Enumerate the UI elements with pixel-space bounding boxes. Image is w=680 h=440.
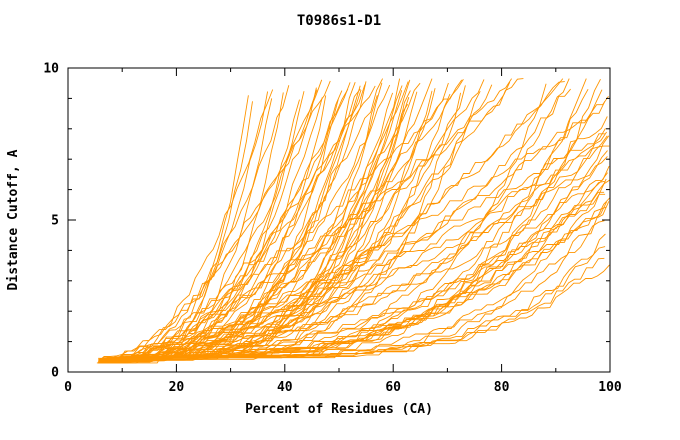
model-curve (109, 103, 409, 364)
model-curve (106, 156, 608, 358)
x-tick-label: 0 (64, 380, 72, 395)
model-curve (105, 89, 274, 363)
model-curve (108, 82, 449, 364)
model-curve (115, 133, 605, 364)
model-curve (99, 82, 351, 364)
y-tick-label: 5 (51, 214, 59, 229)
model-curve (110, 90, 481, 362)
model-curve (104, 88, 361, 364)
x-tick-label: 60 (385, 380, 401, 395)
model-curve (111, 99, 339, 364)
axis-ticks (67, 67, 611, 373)
model-curve (109, 78, 564, 364)
tick-labels: 0 20 40 60 80 100 0 5 10 (43, 62, 622, 396)
x-tick-label: 20 (169, 380, 185, 395)
model-curve (104, 246, 606, 364)
x-tick-label: 100 (598, 380, 622, 395)
model-curve (112, 78, 524, 364)
model-curve (98, 95, 327, 363)
x-axis-label: Percent of Residues (CA) (245, 402, 433, 417)
model-curve (104, 78, 433, 362)
y-tick-label: 10 (43, 62, 59, 77)
model-curve (102, 78, 384, 364)
x-tick-label: 80 (494, 380, 510, 395)
model-curve (102, 89, 318, 359)
model-curve (99, 88, 571, 360)
model-curve (101, 79, 323, 364)
x-tick-label: 40 (277, 380, 293, 395)
chart-title: T0986s1-D1 (297, 13, 381, 29)
y-tick-label: 0 (51, 366, 59, 381)
model-curve (98, 84, 493, 364)
model-curve (106, 116, 608, 363)
model-curve (115, 78, 587, 363)
model-curve (107, 91, 305, 359)
model-curve (110, 83, 547, 360)
model-curve (118, 85, 376, 363)
model-curves (96, 78, 610, 364)
model-curve (104, 101, 606, 361)
y-axis-label: Distance Cutoff, A (6, 149, 21, 290)
